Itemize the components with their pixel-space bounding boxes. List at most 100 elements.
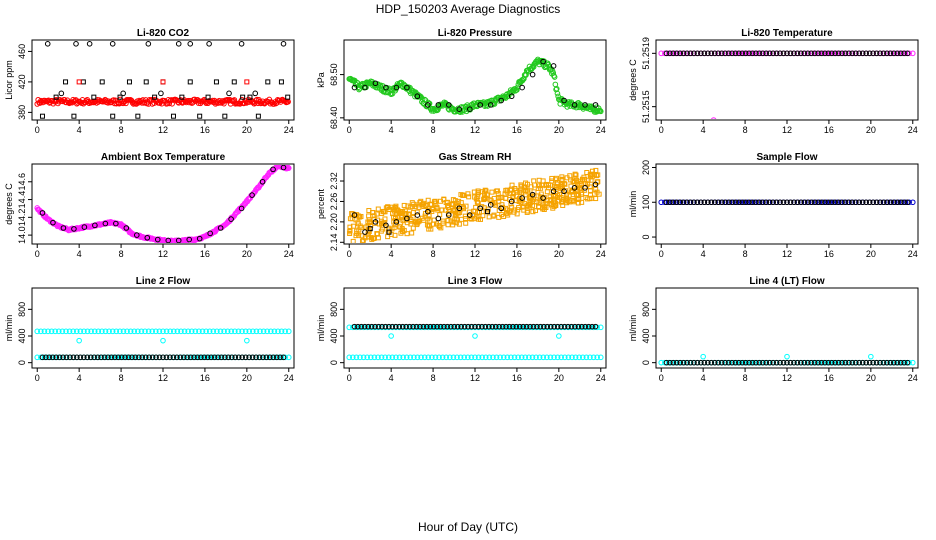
x-tick-label: 8 <box>743 373 748 383</box>
data-point <box>136 354 142 361</box>
data-point <box>870 199 876 206</box>
data-point <box>592 191 598 197</box>
data-point <box>725 199 732 206</box>
data-point <box>170 113 176 119</box>
data-point <box>98 354 104 361</box>
data-point <box>512 186 518 192</box>
data-point <box>63 328 69 335</box>
data-point <box>573 172 579 178</box>
data-point <box>465 323 471 330</box>
y-tick-label: 2.20 <box>329 213 339 231</box>
data-point <box>742 199 749 206</box>
data-point <box>909 50 916 57</box>
data-point <box>521 184 527 190</box>
data-point <box>735 50 742 57</box>
data-point <box>382 216 388 222</box>
x-tick-label: 20 <box>242 373 252 383</box>
data-point <box>811 359 818 366</box>
chart-panel: Ambient Box Temperature degrees C 0 4 8 12 16 2… <box>4 152 295 259</box>
data-point <box>749 50 756 57</box>
data-point <box>674 199 680 206</box>
data-point <box>479 204 485 210</box>
data-point <box>832 359 839 366</box>
data-point <box>206 41 212 47</box>
x-tick-label: 4 <box>77 373 82 383</box>
data-point <box>777 199 783 206</box>
y-tick-label: 14.4 <box>17 191 27 209</box>
panel-title: Li-820 Temperature <box>741 28 833 39</box>
data-point <box>445 217 451 223</box>
y-tick-label: 400 <box>17 328 27 343</box>
data-point <box>117 328 123 335</box>
x-tick-label: 20 <box>866 249 876 259</box>
data-point <box>153 354 159 361</box>
data-point <box>753 359 759 366</box>
data-point <box>541 206 547 212</box>
data-point <box>468 354 475 361</box>
data-point <box>427 323 434 330</box>
x-tick-label: 16 <box>824 373 834 383</box>
data-point <box>822 359 828 366</box>
data-point <box>873 359 880 366</box>
data-point <box>835 359 842 366</box>
x-tick-label: 24 <box>908 249 918 259</box>
y-tick-label: 2.32 <box>329 172 339 190</box>
data-point <box>505 93 512 99</box>
data-point <box>849 359 856 366</box>
y-tick-label: 0 <box>641 360 651 365</box>
y-tick-label: 14.2 <box>17 209 27 227</box>
data-point <box>909 359 916 366</box>
data-point <box>890 199 897 206</box>
data-point <box>350 238 356 243</box>
data-point <box>259 178 266 185</box>
data-point <box>866 199 873 206</box>
data-point <box>541 323 547 330</box>
data-point <box>177 354 184 361</box>
data-point <box>582 323 588 330</box>
data-point <box>60 354 66 361</box>
y-tick-label: 51.2519 <box>641 37 651 70</box>
data-point <box>801 50 808 57</box>
chart-panel: Li-820 Temperature degrees C 0 4 8 12 16 20 24 51… <box>628 28 919 135</box>
data-point <box>597 324 604 331</box>
chart-panel: Gas Stream RH percent 0 4 8 12 16 20 24 2.14 2.20 2… <box>316 152 607 259</box>
data-point <box>551 74 558 80</box>
x-tick-label: 12 <box>782 373 792 383</box>
data-point <box>687 199 694 206</box>
data-point <box>184 354 190 361</box>
data-point <box>523 323 530 330</box>
data-point <box>71 226 77 232</box>
data-point <box>91 354 97 361</box>
x-tick-label: 8 <box>431 373 436 383</box>
data-point <box>456 106 463 112</box>
data-point <box>205 94 211 100</box>
data-point <box>832 50 839 57</box>
data-point <box>490 354 496 361</box>
data-point <box>92 222 98 229</box>
data-point <box>403 217 409 223</box>
data-point <box>559 177 565 183</box>
data-point <box>522 354 529 361</box>
data-point <box>797 50 804 57</box>
data-point <box>253 328 260 335</box>
data-point <box>232 354 239 361</box>
data-point <box>400 354 406 361</box>
data-point <box>397 209 403 215</box>
data-point <box>71 113 77 119</box>
data-point <box>419 96 426 103</box>
data-point <box>828 359 835 366</box>
data-point <box>450 197 456 203</box>
data-point <box>536 183 542 189</box>
data-point <box>592 181 599 188</box>
x-tick-label: 12 <box>470 249 480 259</box>
y-tick-label: 200 <box>641 160 651 175</box>
data-point <box>222 113 228 119</box>
data-point <box>480 189 486 195</box>
data-point <box>366 234 372 240</box>
data-point <box>154 236 161 243</box>
data-point <box>554 181 560 187</box>
data-point <box>766 359 773 366</box>
data-point <box>454 216 460 222</box>
data-point <box>513 323 520 330</box>
data-point <box>257 328 263 335</box>
